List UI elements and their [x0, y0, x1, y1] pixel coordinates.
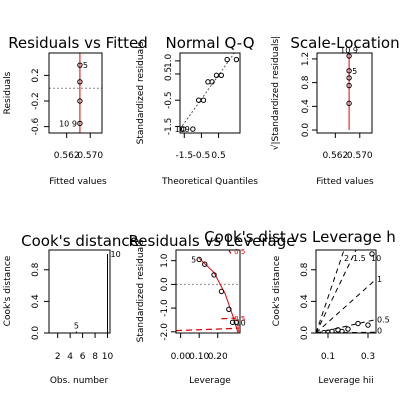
- x-tick-label: 0.5: [211, 151, 225, 161]
- data-point: [234, 57, 238, 61]
- plot-area-p5: [176, 250, 240, 333]
- plot-box: [49, 250, 110, 333]
- y-axis-label: Residuals: [3, 71, 13, 114]
- x-tick-label: 0.20: [208, 352, 228, 362]
- data-point: [225, 57, 229, 61]
- data-point: [201, 98, 205, 102]
- guide-label: 0.5: [377, 316, 390, 325]
- y-tick-label: -1.5: [164, 118, 174, 136]
- plot-area-p3: [347, 53, 351, 130]
- y-tick-label: 1.0: [160, 253, 170, 268]
- y-tick-label: 1.2: [301, 52, 311, 66]
- data-point: [191, 127, 195, 131]
- data-point: [196, 98, 200, 102]
- guide-label: 2: [344, 254, 349, 263]
- x-axis-label: Obs. number: [50, 376, 109, 386]
- plot-title: Residuals vs Fitted: [8, 34, 148, 52]
- x-tick-label: 0.570: [77, 151, 103, 161]
- point-label: 5: [74, 321, 79, 330]
- y-tick-label: 0.8: [301, 75, 311, 90]
- y-tick-label: 1.0: [164, 53, 174, 68]
- cook-contour: [229, 250, 231, 254]
- x-tick-label: 6: [80, 352, 86, 362]
- x-tick-label: 0.570: [347, 151, 373, 161]
- smooth-line: [199, 258, 238, 333]
- x-tick-label: 0.00: [171, 352, 191, 362]
- data-point: [346, 327, 350, 331]
- x-tick-label: 0.3: [361, 352, 375, 362]
- guide-label: 1: [377, 275, 382, 284]
- y-tick-label: 0.0: [300, 326, 310, 341]
- y-tick-label: 0.8: [31, 262, 41, 277]
- x-tick-label: 8: [92, 352, 98, 362]
- y-tick-label: 0.2: [31, 68, 41, 82]
- y-tick-label: 0.0: [31, 326, 41, 341]
- guide-label: 1.5: [353, 254, 366, 263]
- y-tick-label: 0.4: [300, 294, 310, 309]
- x-tick-label: 0.1: [321, 352, 335, 362]
- x-tick-label: 0.562: [54, 151, 80, 161]
- point-label: 5: [83, 61, 88, 70]
- point-label: 10 9: [59, 119, 77, 128]
- point-label: 5: [191, 255, 196, 264]
- cook-guide-line: [316, 250, 356, 333]
- y-tick-label: -0.2: [31, 92, 41, 110]
- contour-label: 1: [236, 325, 240, 333]
- y-tick-label: -1.0: [160, 299, 170, 317]
- x-tick-label: 4: [67, 352, 73, 362]
- plot-box: [176, 250, 240, 333]
- y-axis-label: Standardized residuals: [136, 239, 146, 342]
- x-axis-label: Theoretical Quantiles: [161, 177, 258, 187]
- data-point: [219, 289, 223, 293]
- point-label: 10: [371, 254, 381, 263]
- point-label: 5: [352, 67, 357, 76]
- plot-panel-p6: 0.1 0.3 0.0 0.4 0.8 10 2 1.5 1 0.5 0 Cook's dist vs…: [204, 228, 396, 386]
- y-tick-label: -0.6: [31, 118, 41, 136]
- y-axis-label: Standardized residuals: [136, 41, 146, 144]
- y-tick-label: 0.0: [160, 277, 170, 292]
- x-axis-label: Leverage hii: [318, 376, 373, 386]
- data-point: [366, 323, 370, 327]
- data-point: [356, 321, 360, 325]
- x-tick-label: 10: [102, 352, 114, 362]
- plot-box: [317, 53, 372, 133]
- y-tick-label: 0.0: [301, 123, 311, 138]
- point-label: 109: [175, 125, 190, 134]
- data-point: [219, 73, 223, 77]
- x-axis-label: Fitted values: [49, 177, 107, 187]
- guide-label: 0: [377, 327, 382, 336]
- plot-panel-p5: 0.000.100.20-2.0-1.00.01.0 5100.50.51Resi…: [129, 232, 296, 386]
- y-axis-label: Cook's distance: [3, 255, 13, 326]
- plot-area-p2: [180, 45, 240, 131]
- qq-line: [180, 45, 240, 129]
- plot-title: Cook's dist vs Leverage h: [204, 228, 396, 246]
- plot-box: [180, 53, 240, 133]
- x-axis-label: Leverage: [189, 376, 231, 386]
- y-tick-label: 0.8: [300, 262, 310, 277]
- y-tick-label: 0.4: [31, 294, 41, 309]
- plot-title: Scale-Location: [290, 34, 399, 52]
- contour-label: 0.5: [234, 315, 245, 323]
- plot-area-p4: [51, 254, 107, 333]
- x-tick-label: -0.5: [193, 151, 211, 161]
- cook-contour: [176, 328, 238, 330]
- y-axis-label: √|Standardized residuals|: [270, 36, 281, 150]
- x-tick-label: 2: [55, 352, 61, 362]
- x-tick-label: -1.5: [176, 151, 194, 161]
- point-label: 10: [111, 250, 121, 259]
- y-axis-label: Cook's distance: [272, 255, 282, 326]
- x-tick-label: 0.562: [322, 151, 348, 161]
- x-tick-label: 0.10: [189, 352, 209, 362]
- plot-title: Normal Q-Q: [165, 34, 254, 52]
- x-axis-label: Fitted values: [316, 177, 374, 187]
- y-tick-label: 0.4: [301, 99, 311, 114]
- y-tick-label: -2.0: [160, 323, 170, 341]
- plot-title: Cook's distance: [21, 232, 139, 250]
- y-tick-label: -0.5: [164, 91, 174, 109]
